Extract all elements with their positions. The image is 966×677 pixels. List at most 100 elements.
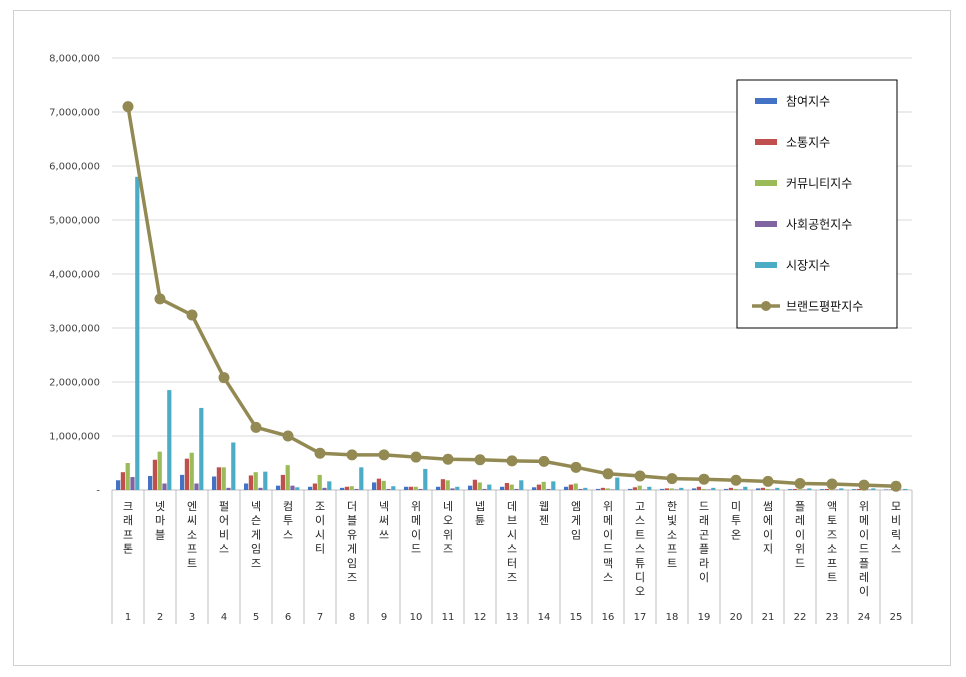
bar xyxy=(125,463,130,490)
legend-label: 소통지수 xyxy=(786,136,830,150)
bar xyxy=(573,483,578,490)
y-tick-label: 5,000,000 xyxy=(49,216,100,227)
bar xyxy=(551,481,556,490)
bar xyxy=(692,488,697,490)
bar xyxy=(711,487,716,490)
bar xyxy=(354,488,359,490)
bar xyxy=(532,487,537,490)
line-point xyxy=(602,468,614,480)
bar xyxy=(788,489,793,490)
legend-swatch xyxy=(755,98,777,104)
y-tick-label: 4,000,000 xyxy=(49,270,100,281)
bar xyxy=(276,485,281,490)
legend-swatch xyxy=(755,262,777,268)
line-point xyxy=(570,461,582,473)
bar xyxy=(216,467,221,490)
bar xyxy=(344,486,349,490)
rank-label: 10 xyxy=(410,612,423,623)
rank-label: 12 xyxy=(474,612,487,623)
bar xyxy=(637,485,642,490)
rank-label: 16 xyxy=(602,612,615,623)
rank-label: 23 xyxy=(826,612,839,623)
line-point xyxy=(186,309,198,321)
bar xyxy=(244,483,249,490)
rank-label: 5 xyxy=(253,612,259,623)
line-point xyxy=(250,421,262,433)
series-2-bars xyxy=(120,458,893,490)
bar xyxy=(349,486,354,490)
bar xyxy=(226,487,231,490)
bar xyxy=(472,479,477,490)
legend-item: 시장지수 xyxy=(755,259,830,273)
bar xyxy=(231,442,236,490)
bar xyxy=(669,488,674,490)
bar xyxy=(477,482,482,490)
bar xyxy=(290,485,295,490)
bar xyxy=(765,488,770,490)
line-point xyxy=(858,479,870,491)
line-point xyxy=(762,475,774,487)
bar xyxy=(253,472,258,490)
bar xyxy=(285,465,290,490)
bar xyxy=(632,487,637,490)
bar xyxy=(509,484,514,490)
rank-label: 13 xyxy=(506,612,519,623)
bars xyxy=(116,176,908,491)
bar xyxy=(514,488,519,490)
series-4-bars xyxy=(130,477,903,490)
bar xyxy=(162,483,167,490)
line-series-markers xyxy=(122,101,902,492)
bar xyxy=(628,488,633,490)
bar xyxy=(829,489,834,490)
bar xyxy=(258,487,263,490)
line-point xyxy=(474,454,486,466)
legend-swatch xyxy=(755,221,777,227)
legend-label: 사회공헌지수 xyxy=(786,218,852,232)
y-tick-label: 8,000,000 xyxy=(49,54,100,65)
bar xyxy=(596,488,601,490)
bar xyxy=(248,475,253,490)
line-point xyxy=(730,474,742,486)
rank-label: 3 xyxy=(189,612,195,623)
bar xyxy=(436,486,441,490)
legend-item: 커뮤니티지수 xyxy=(755,177,852,191)
y-tick-label: 7,000,000 xyxy=(49,108,100,119)
rank-label: 25 xyxy=(890,612,903,623)
line-point xyxy=(218,372,230,384)
legend-swatch xyxy=(755,180,777,186)
bar xyxy=(600,487,605,490)
bar xyxy=(605,488,610,490)
bar xyxy=(500,486,505,490)
bar xyxy=(221,467,226,490)
series-5-bars xyxy=(135,176,908,491)
rank-label: 15 xyxy=(570,612,583,623)
bar xyxy=(578,488,583,490)
line-point xyxy=(634,470,646,482)
bar xyxy=(852,489,857,490)
bar xyxy=(834,489,839,490)
legend-item: 참여지수 xyxy=(755,95,830,109)
x-axis-rank-labels: 1 2 3 4 5 6 7 8 9 10 11 12 13 14 15 16 17 18 19 20 21 22 23 24 2… xyxy=(125,612,903,623)
bar xyxy=(701,488,706,490)
rank-label: 22 xyxy=(794,612,807,623)
line-point xyxy=(154,293,166,305)
y-tick-label: 6,000,000 xyxy=(49,162,100,173)
y-axis-tick-labels: - 1,000,000 2,000,000 3,000,000 4,000,000 5,0… xyxy=(49,54,100,497)
bar xyxy=(541,481,546,490)
legend-swatch xyxy=(755,139,777,145)
